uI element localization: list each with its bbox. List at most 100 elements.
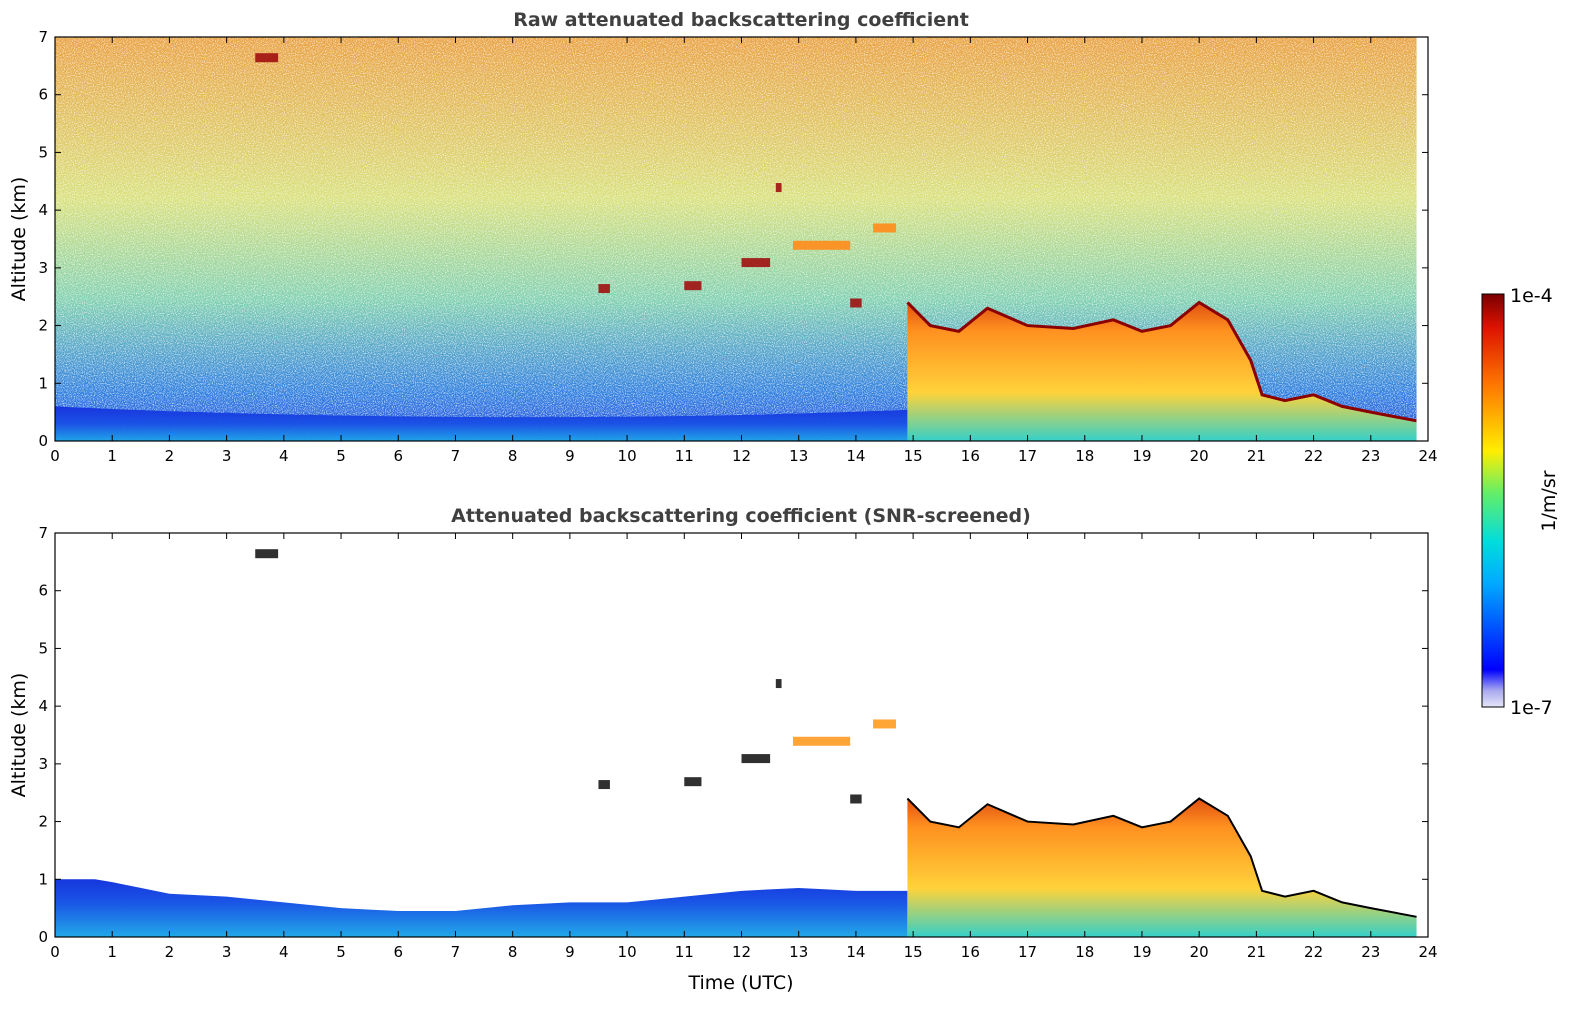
y-tick-label: 4 — [38, 201, 48, 219]
cloud-feature — [741, 754, 771, 764]
y-tick-label: 0 — [38, 432, 48, 450]
y-tick-label: 5 — [38, 639, 48, 657]
raw-y-ticks: 0 1 2 3 4 5 6 7 — [38, 28, 1428, 450]
screened-y-axis-label: Altitude (km) — [8, 673, 30, 798]
raw-heatmap — [55, 37, 1428, 441]
raw-panel-title: Raw attenuated backscattering coefficien… — [513, 9, 969, 31]
raw-boundary-layer-top — [906, 300, 1417, 423]
colorbar-max-label: 1e-4 — [1510, 285, 1553, 307]
x-tick-label: 11 — [675, 943, 694, 961]
screened-heatmap — [55, 533, 1428, 937]
x-tick-label: 1 — [107, 447, 117, 465]
cloud-feature — [741, 258, 771, 268]
x-tick-label: 8 — [508, 943, 518, 961]
cloud-feature — [873, 719, 896, 729]
y-tick-label: 2 — [38, 317, 48, 335]
colorbar-min-label: 1e-7 — [1510, 697, 1553, 719]
y-tick-label: 6 — [38, 582, 48, 600]
x-tick-label: 1 — [107, 943, 117, 961]
raw-x-ticks: 0 1 2 3 4 5 6 7 8 9 10 11 12 13 14 15 16 17 18 19 20 21 22 23 24 — [50, 37, 1438, 465]
x-axis-label: Time (UTC) — [687, 972, 793, 994]
y-tick-label: 4 — [38, 697, 48, 715]
y-tick-label: 3 — [38, 755, 48, 773]
x-tick-label: 14 — [846, 943, 865, 961]
cloud-feature — [684, 281, 702, 291]
screened-y-ticks: 0 1 2 3 4 5 6 7 — [38, 524, 1428, 946]
x-tick-label: 21 — [1247, 447, 1266, 465]
x-tick-label: 16 — [961, 447, 980, 465]
x-tick-label: 18 — [1075, 447, 1094, 465]
x-tick-label: 3 — [222, 447, 232, 465]
x-tick-label: 15 — [904, 943, 923, 961]
screened-near-surface-layer — [55, 879, 908, 937]
x-tick-label: 19 — [1132, 943, 1151, 961]
y-tick-label: 1 — [38, 870, 48, 888]
raw-y-axis-label: Altitude (km) — [8, 177, 30, 302]
cloud-feature — [792, 736, 851, 746]
y-tick-label: 3 — [38, 259, 48, 277]
x-tick-label: 12 — [732, 447, 751, 465]
raw-near-surface-layer — [55, 406, 908, 441]
screened-cloud-features — [255, 549, 896, 804]
x-tick-label: 23 — [1361, 447, 1380, 465]
x-tick-label: 17 — [1018, 943, 1037, 961]
x-tick-label: 4 — [279, 943, 289, 961]
x-tick-label: 18 — [1075, 943, 1094, 961]
raw-boundary-layer — [907, 302, 1417, 441]
cloud-feature — [850, 794, 862, 804]
cloud-feature — [598, 284, 610, 294]
x-tick-label: 7 — [451, 943, 461, 961]
x-tick-label: 2 — [165, 447, 175, 465]
x-tick-label: 21 — [1247, 943, 1266, 961]
x-tick-label: 13 — [789, 943, 808, 961]
x-tick-label: 0 — [50, 943, 60, 961]
cloud-feature — [684, 777, 702, 787]
cloud-feature — [598, 780, 610, 790]
x-tick-label: 8 — [508, 447, 518, 465]
x-tick-label: 20 — [1190, 943, 1209, 961]
y-tick-label: 0 — [38, 928, 48, 946]
x-tick-label: 24 — [1418, 447, 1437, 465]
y-tick-label: 1 — [38, 374, 48, 392]
x-tick-label: 0 — [50, 447, 60, 465]
x-tick-label: 13 — [789, 447, 808, 465]
x-tick-label: 23 — [1361, 943, 1380, 961]
y-tick-label: 2 — [38, 813, 48, 831]
cloud-feature — [255, 53, 279, 63]
x-tick-label: 17 — [1018, 447, 1037, 465]
x-tick-label: 4 — [279, 447, 289, 465]
x-tick-label: 10 — [618, 943, 637, 961]
x-tick-label: 11 — [675, 447, 694, 465]
screened-boundary-layer-top — [906, 797, 1417, 918]
x-tick-label: 2 — [165, 943, 175, 961]
x-tick-label: 16 — [961, 943, 980, 961]
cloud-feature — [792, 240, 851, 250]
cloud-feature — [873, 223, 896, 233]
x-tick-label: 3 — [222, 943, 232, 961]
x-tick-label: 14 — [846, 447, 865, 465]
x-tick-label: 10 — [618, 447, 637, 465]
colorbar: 1e-4 1e-7 1/m/sr — [1481, 285, 1560, 719]
x-tick-label: 7 — [451, 447, 461, 465]
x-tick-label: 22 — [1304, 943, 1323, 961]
x-tick-label: 6 — [393, 943, 403, 961]
screened-boundary-layer — [907, 798, 1417, 937]
colorbar-unit-label: 1/m/sr — [1538, 470, 1560, 531]
cloud-feature — [255, 549, 279, 559]
y-tick-label: 6 — [38, 86, 48, 104]
colorbar-gradient — [1481, 293, 1505, 708]
y-tick-label: 7 — [38, 524, 48, 542]
x-tick-label: 5 — [336, 447, 346, 465]
x-tick-label: 9 — [565, 447, 575, 465]
cloud-feature — [850, 298, 862, 308]
y-tick-label: 5 — [38, 143, 48, 161]
x-tick-label: 5 — [336, 943, 346, 961]
x-tick-label: 22 — [1304, 447, 1323, 465]
screened-backscatter-panel: Attenuated backscattering coefficient (S… — [8, 505, 1438, 994]
x-tick-label: 20 — [1190, 447, 1209, 465]
x-tick-label: 9 — [565, 943, 575, 961]
raw-cloud-features — [255, 53, 896, 308]
x-tick-label: 6 — [393, 447, 403, 465]
raw-backscatter-panel: Raw attenuated backscattering coefficien… — [8, 9, 1438, 465]
